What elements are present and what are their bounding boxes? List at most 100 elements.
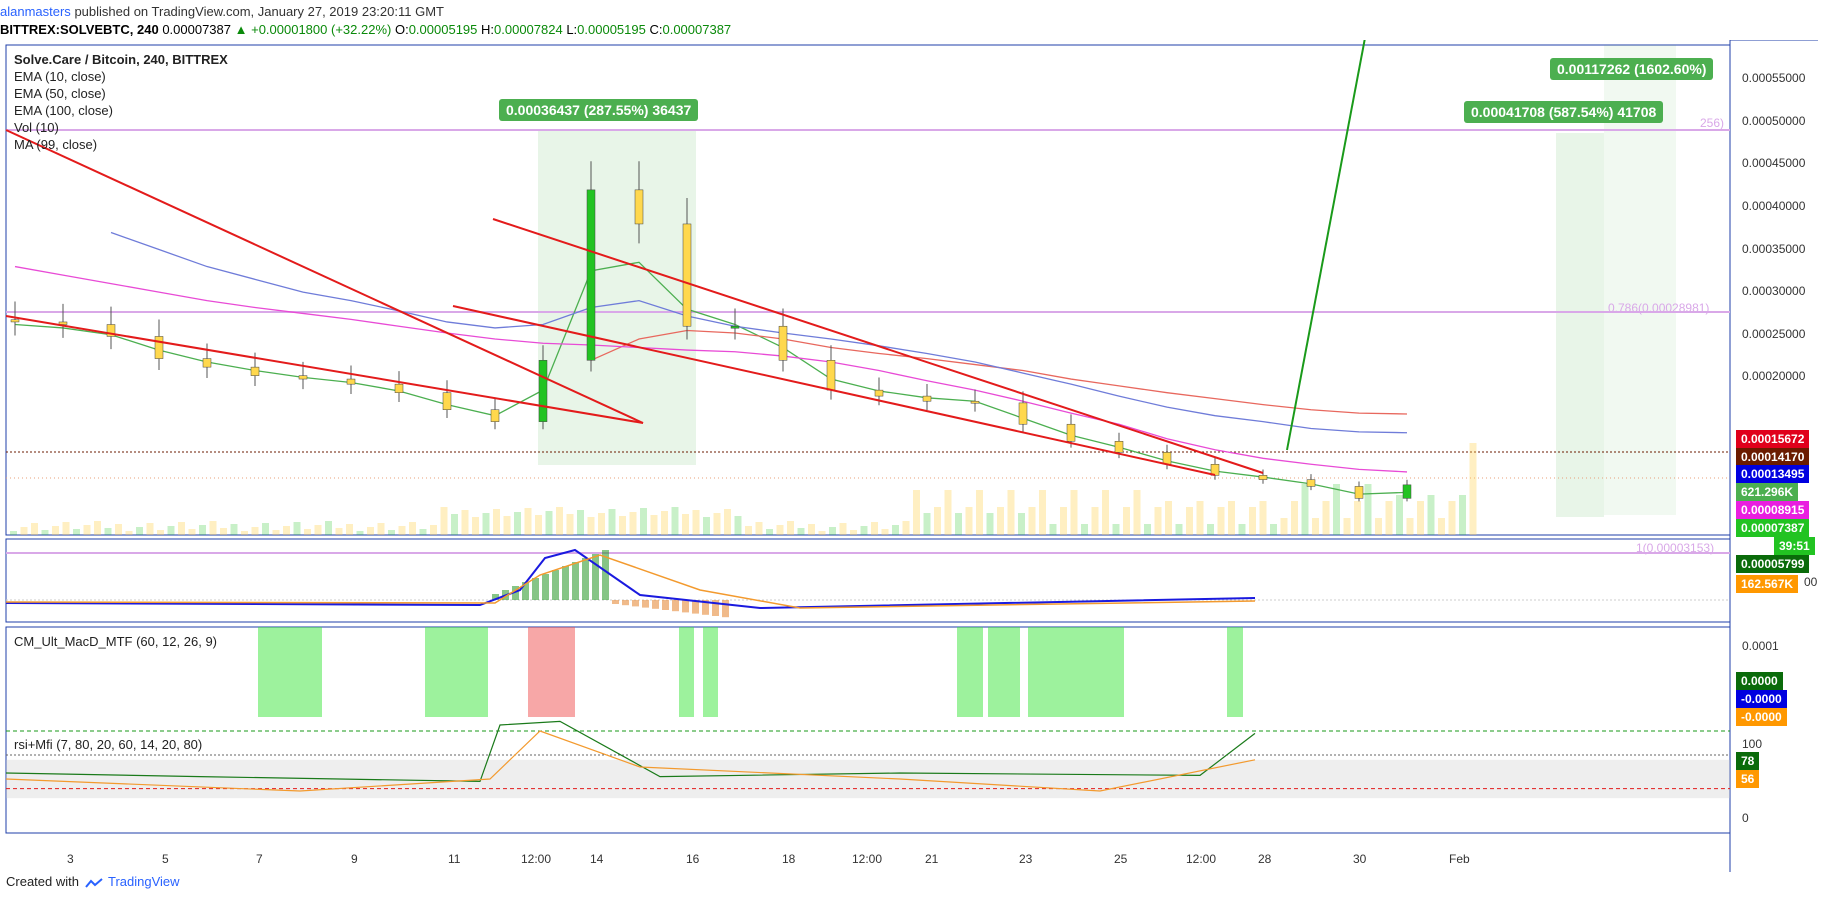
rsi-band [6,759,1730,799]
candle[interactable] [634,189,644,225]
candle[interactable] [1306,479,1316,487]
candle[interactable] [922,395,932,402]
high-label: H: [481,22,495,37]
volume-bar [377,523,385,535]
candle[interactable] [970,400,980,404]
author-link[interactable]: alanmasters [0,4,71,19]
candle[interactable] [1354,486,1364,499]
candle[interactable] [1402,484,1412,499]
volume-bar [703,517,710,535]
volume-bar [262,523,269,535]
candle[interactable] [1114,441,1124,453]
measure-zone-3 [1604,45,1676,515]
candle[interactable] [394,383,404,393]
candle[interactable] [1210,464,1220,476]
symbol-name: BITTREX:SOLVEBTC, 240 [0,22,159,37]
legend-ema10[interactable]: EMA (10, close) [14,69,106,84]
rsi-oversold-zone [258,627,322,717]
legend-ema50[interactable]: EMA (50, close) [14,86,106,101]
macd-signal-line[interactable] [5,554,1256,609]
macd-line[interactable] [5,548,1256,610]
volume-bar [1007,490,1015,535]
candle[interactable] [730,325,740,329]
time-axis-tick: 9 [351,852,358,866]
macd-hist-bar [632,600,639,607]
measure-zone-1 [538,130,696,465]
candle[interactable] [58,321,68,325]
candle[interactable] [442,392,452,410]
macd-hist-bar [562,566,569,600]
volume-bar [125,531,133,535]
chart-canvas[interactable] [0,40,1828,872]
candle[interactable] [682,223,692,327]
candle[interactable] [778,325,788,361]
macd-hist-bar [692,600,699,614]
trendline-1[interactable] [5,129,644,424]
volume-bar [503,516,511,535]
ma99-line[interactable] [14,265,1408,473]
volume-bar [10,531,17,535]
candle[interactable] [538,360,548,422]
volume-bar [608,509,616,535]
volume-bar [1238,524,1246,535]
volume-bar [1186,507,1193,535]
volume-bar [409,522,416,535]
volume-bar [577,510,584,535]
volume-bar [1312,518,1319,535]
published-text: published on TradingView.com, January 27… [74,4,444,19]
candle[interactable] [874,389,884,397]
volume-bar [934,507,941,535]
volume-bar [944,490,952,535]
candle[interactable] [1258,475,1268,480]
last-price: 0.00007387 [162,22,231,37]
volume-bar [682,514,689,535]
footer-brand[interactable]: TradingView [108,874,180,889]
rsi-line[interactable] [5,720,1256,783]
volume-bar [440,507,448,535]
trendline-2[interactable] [5,315,644,424]
candle[interactable] [298,375,308,380]
projection-line[interactable] [1286,40,1366,451]
rsi-title[interactable]: rsi+Mfi (7, 80, 20, 60, 14, 20, 80) [14,737,203,752]
candle[interactable] [154,336,164,359]
trendline-3[interactable] [492,218,1264,474]
candle[interactable] [10,319,20,323]
volume-bar [1354,501,1361,535]
candle[interactable] [250,366,260,376]
ema50-line[interactable] [590,329,1408,415]
volume-bar [1144,524,1151,535]
volume-bar [52,526,59,535]
volume-bar [83,525,91,535]
candle[interactable] [346,378,356,385]
volume-bar [734,516,742,535]
ema100-line[interactable] [110,231,1408,434]
price-axis-tick: 0.00055000 [1742,71,1806,86]
volume-bar [514,512,521,535]
measure-label-2[interactable]: 0.00041708 (587.54%) 41708 [1464,101,1664,123]
candle[interactable] [1162,452,1172,465]
volume-bar [283,526,290,535]
trendline-4[interactable] [452,305,1216,476]
candle[interactable] [826,360,836,391]
macd-title[interactable]: CM_Ult_MacD_MTF (60, 12, 26, 9) [14,634,218,649]
rsi-oversold-zone [1028,627,1124,717]
price-axis-tick: 0.00050000 [1742,113,1806,128]
rsi-oversold-zone [679,627,694,717]
price-change: ▲ +0.00001800 (+32.22%) [234,22,392,37]
volume-bar [220,528,227,535]
candle[interactable] [490,409,500,422]
candle[interactable] [1066,423,1076,442]
legend-vol[interactable]: Vol (10) [14,120,59,135]
mfi-line[interactable] [5,730,1256,792]
measure-label-3[interactable]: 0.00117262 (1602.60%) [1550,58,1714,80]
legend-ema100[interactable]: EMA (100, close) [14,103,113,118]
candle[interactable] [586,189,596,361]
measure-label-1[interactable]: 0.00036437 (287.55%) 36437 [499,99,699,121]
candle[interactable] [106,324,116,337]
candle[interactable] [1018,402,1028,425]
ema10-line[interactable] [14,261,1408,495]
candle[interactable] [202,358,212,368]
macd-hist-bar [702,600,709,615]
volume-bar [304,529,311,535]
legend-ma99[interactable]: MA (99, close) [14,137,98,152]
